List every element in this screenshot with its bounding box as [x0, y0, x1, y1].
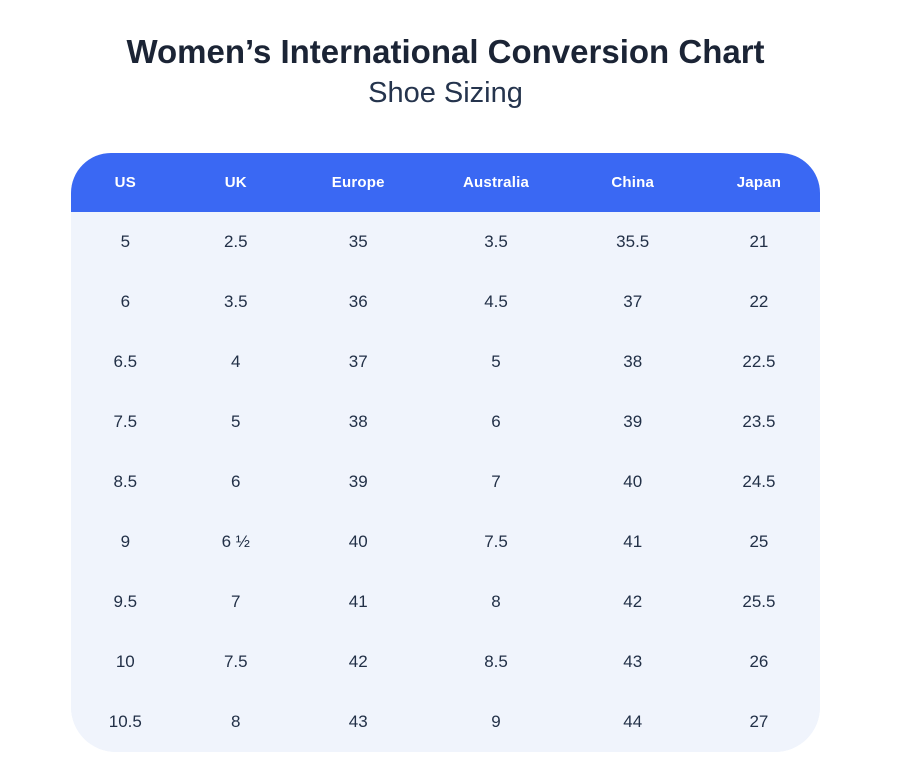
table-row: 9.5 7 41 8 42 25.5 [71, 571, 820, 632]
size-cell: 6 [231, 471, 241, 491]
size-cell: 36 [348, 291, 368, 311]
table-header-row: US UK Europe Australia China Japan [71, 152, 820, 212]
size-cell: 22.5 [742, 351, 776, 371]
page-title: Women’s International Conversion Chart [126, 33, 765, 70]
size-cell: 7 [491, 471, 501, 491]
size-cell: 10 [115, 651, 135, 671]
size-cell: 40 [348, 531, 368, 551]
content-area: Women’s International Conversion Chart S… [71, 0, 820, 752]
size-cell: 23.5 [742, 411, 776, 431]
conversion-table: US UK Europe Australia China Japan 5 2.5 35 3.5 3… [71, 152, 820, 752]
size-cell: 3.5 [484, 231, 508, 251]
size-cell: 39 [623, 411, 643, 431]
size-cell: 35 [348, 231, 368, 251]
table-row: 9 6 ½ 40 7.5 41 25 [71, 511, 820, 572]
size-cell: 41 [623, 531, 643, 551]
size-cell: 43 [348, 711, 368, 731]
size-cell: 9 [120, 531, 131, 551]
size-cell: 8.5 [113, 471, 138, 491]
size-cell: 41 [348, 591, 368, 611]
size-cell: 6 [491, 411, 501, 431]
size-cell: 10.5 [108, 711, 142, 731]
size-cell: 37 [623, 291, 643, 311]
size-cell: 24.5 [742, 471, 776, 491]
size-cell: 4 [231, 351, 241, 371]
table-row: 5 2.5 35 3.5 35.5 21 [71, 211, 820, 272]
table-row: 10 7.5 42 8.5 43 26 [71, 631, 820, 692]
table-row: 8.5 6 39 7 40 24.5 [71, 451, 820, 512]
size-cell: 40 [623, 471, 643, 491]
column-header-uk: UK [224, 173, 247, 191]
size-cell: 7.5 [223, 651, 248, 671]
size-cell: 8.5 [484, 651, 508, 671]
table-row: 10.5 8 43 9 44 27 [71, 691, 820, 752]
page-subtitle: Shoe Sizing [368, 76, 523, 109]
table-row: 6.5 4 37 5 38 22.5 [71, 331, 820, 392]
size-cell: 5 [491, 351, 501, 371]
size-cell: 38 [623, 351, 643, 371]
column-header-china: China [611, 173, 655, 191]
table-row: 7.5 5 38 6 39 23.5 [71, 391, 820, 452]
column-header-us: US [114, 173, 136, 191]
size-cell: 4.5 [484, 291, 508, 311]
size-cell: 6 ½ [221, 531, 250, 551]
size-cell: 42 [623, 591, 643, 611]
size-cell: 21 [749, 231, 769, 251]
size-cell: 35.5 [616, 231, 650, 251]
shoe-size-table: US UK Europe Australia China Japan 5 2.5 35 3.5 3… [71, 152, 820, 752]
size-cell: 6.5 [113, 351, 138, 371]
size-cell: 9.5 [113, 591, 138, 611]
size-cell: 38 [348, 411, 368, 431]
size-cell: 42 [348, 651, 368, 671]
heading-block: Women’s International Conversion Chart S… [71, 0, 820, 111]
size-cell: 7 [231, 591, 241, 611]
size-cell: 25.5 [742, 591, 776, 611]
column-header-europe: Europe [331, 173, 385, 191]
size-cell: 7.5 [484, 531, 508, 551]
size-cell: 39 [348, 471, 368, 491]
size-cell: 5 [231, 411, 241, 431]
size-cell: 8 [491, 591, 501, 611]
size-cell: 37 [348, 351, 368, 371]
size-cell: 2.5 [223, 231, 248, 251]
size-cell: 26 [749, 651, 769, 671]
size-cell: 6 [120, 291, 131, 311]
table-body: 5 2.5 35 3.5 35.5 21 6 3.5 36 4.5 37 22 6.5 4 37 5 38 22.… [71, 211, 820, 752]
size-cell: 44 [623, 711, 643, 731]
size-cell: 22 [749, 291, 769, 311]
column-header-japan: Japan [736, 173, 782, 191]
size-cell: 8 [231, 711, 241, 731]
table-row: 6 3.5 36 4.5 37 22 [71, 271, 820, 332]
size-cell: 27 [749, 711, 769, 731]
size-cell: 9 [491, 711, 501, 731]
size-cell: 3.5 [223, 291, 248, 311]
size-cell: 25 [749, 531, 769, 551]
size-cell: 43 [623, 651, 643, 671]
size-cell: 5 [120, 231, 131, 251]
column-header-australia: Australia [463, 173, 530, 191]
size-cell: 7.5 [113, 411, 138, 431]
table-head: US UK Europe Australia China Japan [71, 152, 820, 212]
